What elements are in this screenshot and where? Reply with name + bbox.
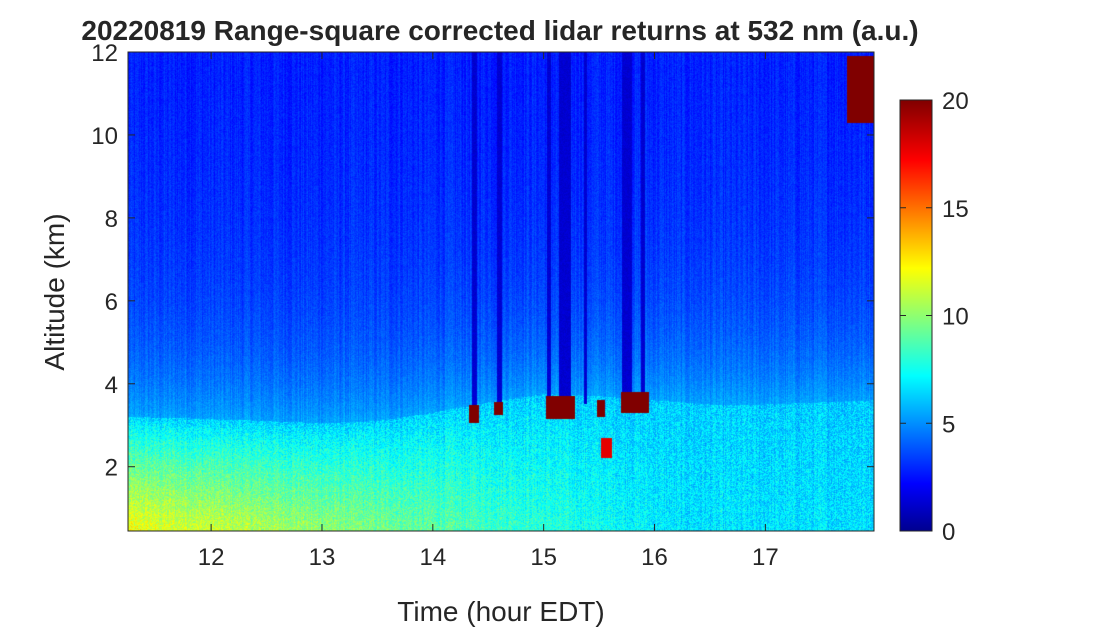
colorbar-tick-label: 5: [942, 411, 955, 438]
y-tick-label: 12: [91, 40, 118, 67]
plot-frame: [127, 51, 875, 532]
y-tick-label: 6: [105, 289, 118, 316]
colorbar-tick-label: 0: [942, 519, 955, 546]
x-axis-label: Time (hour EDT): [397, 596, 604, 627]
x-axis: 12 13 14 15 16 17: [198, 52, 779, 571]
x-tick-label: 15: [530, 544, 557, 571]
colorbar-tick-label: 20: [942, 88, 969, 115]
y-tick-label: 8: [105, 206, 118, 233]
chart-title: 20220819 Range-square corrected lidar re…: [81, 15, 918, 46]
colorbar-tick-label: 10: [942, 304, 969, 331]
x-tick-label: 17: [752, 544, 779, 571]
plot-area: [127, 51, 875, 532]
y-axis-label: Altitude (km): [39, 213, 70, 370]
x-tick-label: 13: [309, 544, 336, 571]
x-tick-label: 12: [198, 544, 225, 571]
colorbar: 0 5 10 15 20: [899, 88, 969, 546]
y-tick-label: 4: [105, 372, 118, 399]
y-tick-label: 2: [105, 455, 118, 482]
x-tick-label: 14: [419, 544, 446, 571]
x-tick-label: 16: [641, 544, 668, 571]
y-tick-label: 10: [91, 123, 118, 150]
y-axis: 2 4 6 8 10 12: [91, 40, 874, 482]
heatmap-canvas: [128, 52, 874, 531]
colorbar-ticks: 0 5 10 15 20: [900, 88, 969, 546]
colorbar-tick-label: 15: [942, 196, 969, 223]
